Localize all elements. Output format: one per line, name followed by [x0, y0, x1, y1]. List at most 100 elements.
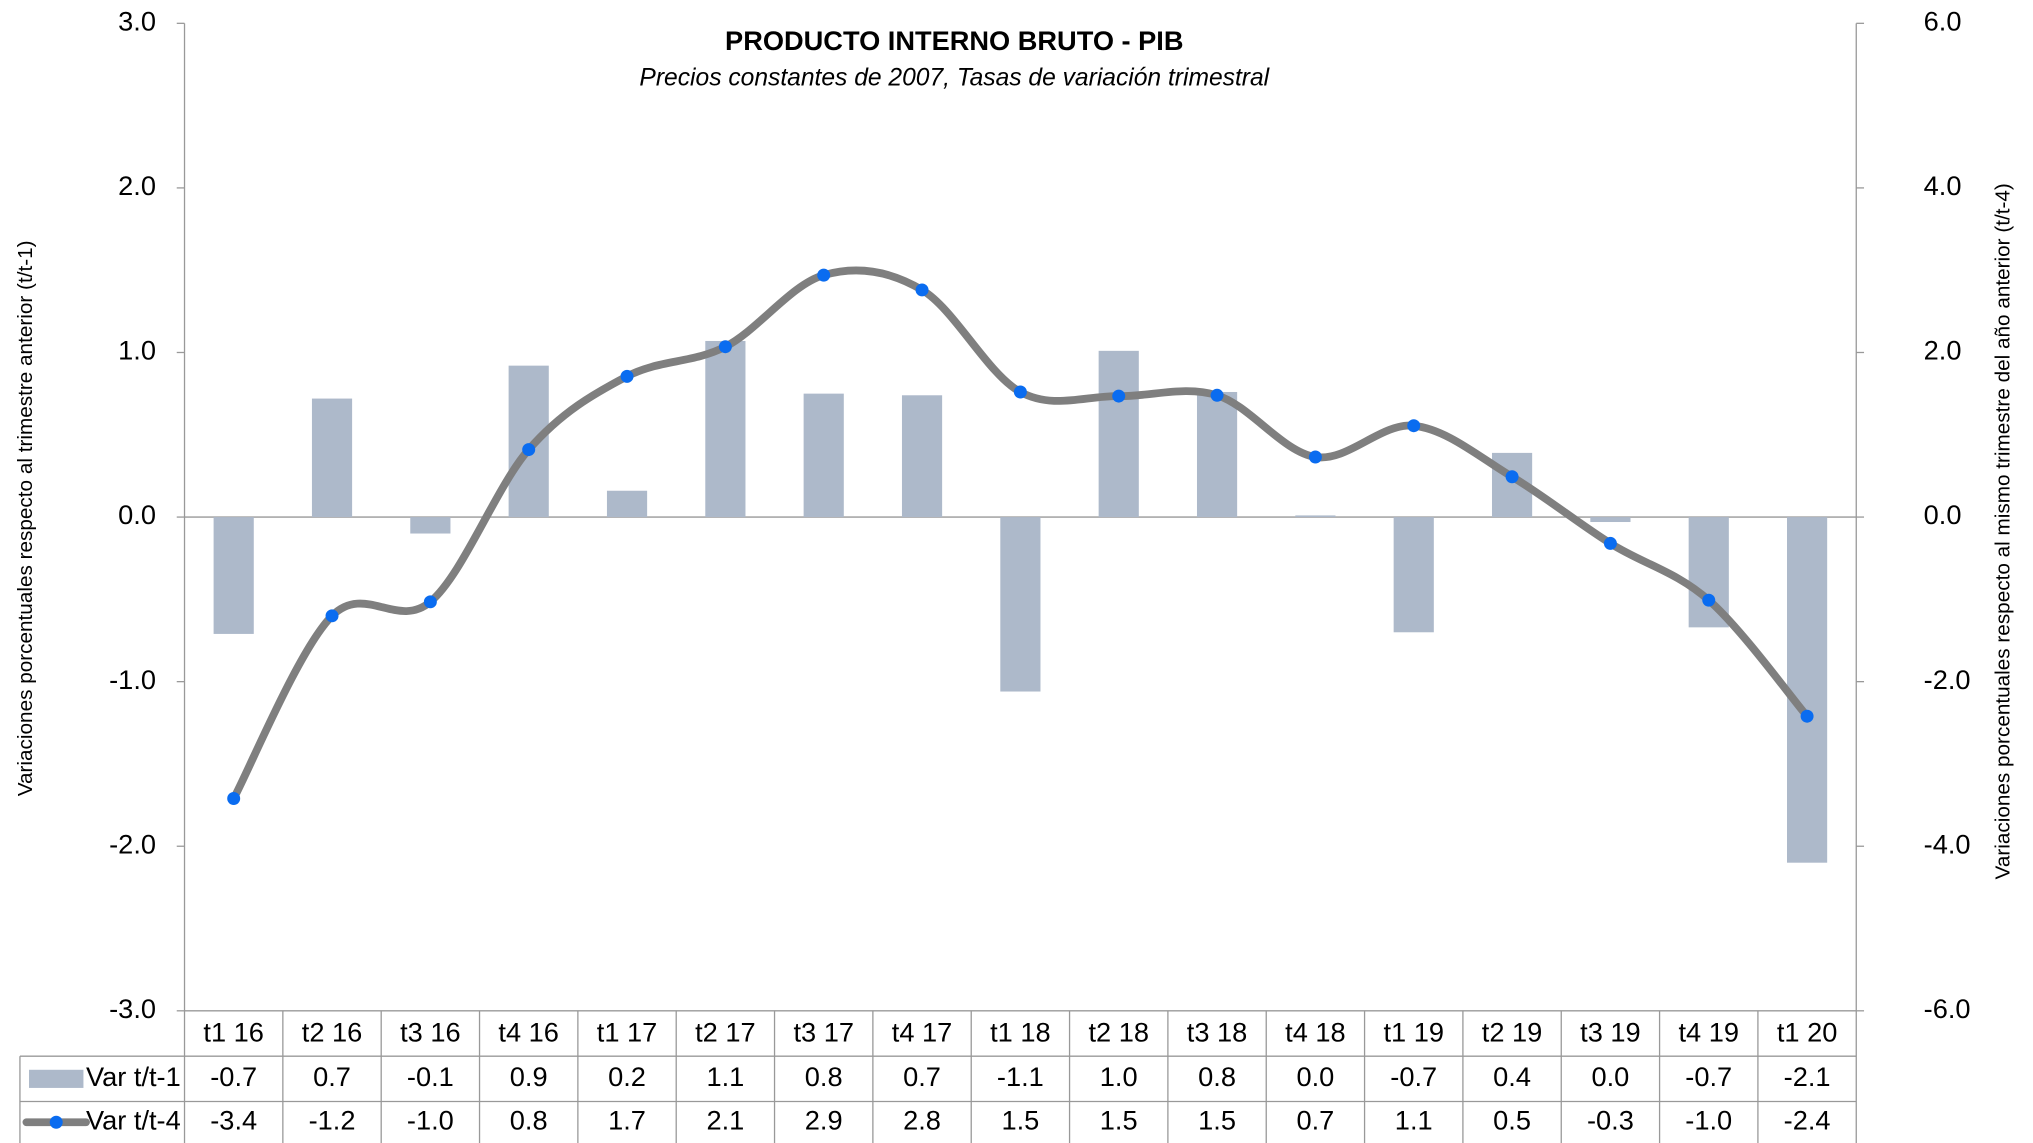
table-cell: 1.5: [1198, 1104, 1236, 1135]
bar: [1196, 391, 1238, 518]
y2-axis-label: Variaciones porcentuales respecto al mis…: [1991, 183, 2014, 879]
x-tick-label: t2 16: [302, 1016, 363, 1047]
line-marker: [325, 609, 339, 623]
table-cell: 1.1: [1395, 1104, 1433, 1135]
table-cell: -0.7: [210, 1061, 257, 1092]
x-tick-label: t3 19: [1580, 1016, 1641, 1047]
table-cell: 0.8: [805, 1061, 843, 1092]
x-tick-label: t2 19: [1482, 1016, 1543, 1047]
line-marker: [1112, 389, 1126, 403]
bar: [508, 365, 549, 518]
chart-title: PRODUCTO INTERNO BRUTO - PIB: [725, 25, 1183, 56]
table-cell: 0.7: [313, 1061, 351, 1092]
x-tick-label: t4 18: [1285, 1016, 1346, 1047]
table-cell: -2.4: [1784, 1104, 1831, 1135]
y2-tick-label: 4.0: [1924, 170, 1962, 201]
chart-subtitle: Precios constantes de 2007, Tasas de var…: [639, 65, 1270, 92]
table-cell: 2.8: [903, 1104, 941, 1135]
table-cell: 0.0: [1591, 1061, 1629, 1092]
table-cell: 0.7: [1296, 1104, 1334, 1135]
table-cell: 0.9: [510, 1061, 548, 1092]
x-tick-label: t4 16: [498, 1016, 559, 1047]
line-marker: [915, 283, 929, 297]
bar: [606, 490, 648, 518]
x-tick-label: t1 17: [597, 1016, 658, 1047]
line-marker: [1210, 388, 1224, 402]
bar: [1098, 350, 1139, 518]
table-cell: -1.2: [309, 1104, 356, 1135]
table-cell: 0.0: [1296, 1061, 1334, 1092]
y-tick-label: 1.0: [118, 335, 156, 366]
x-tick-label: t1 16: [203, 1016, 264, 1047]
table-cell: -1.0: [1685, 1104, 1732, 1135]
table-cell: 1.7: [608, 1104, 646, 1135]
line-marker: [1407, 419, 1421, 433]
x-tick-label: t1 19: [1383, 1016, 1444, 1047]
y-tick-label: -3.0: [109, 993, 156, 1024]
line-marker: [423, 595, 437, 609]
x-tick-label: t3 18: [1187, 1016, 1248, 1047]
y2-tick-label: -4.0: [1924, 828, 1971, 859]
line-marker: [718, 340, 732, 354]
table-cell: -1.1: [997, 1061, 1044, 1092]
bar: [213, 517, 254, 634]
y-tick-label: 3.0: [118, 6, 156, 37]
table-cell: 1.5: [1100, 1104, 1138, 1135]
line-marker: [227, 792, 241, 805]
table-cell: -2.1: [1784, 1061, 1831, 1092]
table-cell: 0.8: [1198, 1061, 1236, 1092]
bar: [901, 395, 943, 518]
table-cell: 1.1: [706, 1061, 744, 1092]
y-tick-label: -2.0: [109, 828, 156, 859]
x-tick-label: t3 16: [400, 1016, 461, 1047]
line-marker: [522, 443, 536, 457]
legend-label: Var t/t-4: [86, 1104, 181, 1135]
table-cell: 0.2: [608, 1061, 646, 1092]
bar: [1393, 517, 1434, 633]
y2-tick-label: 0.0: [1924, 499, 1962, 530]
bar: [311, 398, 353, 518]
table-cell: 1.5: [1001, 1104, 1039, 1135]
y-axis-label: Variaciones porcentuales respecto al tri…: [14, 240, 37, 796]
legend-marker: [49, 1115, 63, 1129]
table-cell: -1.0: [407, 1104, 454, 1135]
table-cell: -0.3: [1587, 1104, 1634, 1135]
x-tick-label: t4 19: [1678, 1016, 1739, 1047]
table-cell: 0.5: [1493, 1104, 1531, 1135]
bar: [705, 340, 746, 518]
y-tick-label: -1.0: [109, 664, 156, 695]
legend-label: Var t/t-1: [86, 1061, 181, 1092]
line-marker: [1702, 593, 1716, 607]
table-cell: 0.7: [903, 1061, 941, 1092]
table-cell: 0.8: [510, 1104, 548, 1135]
legend-swatch: [29, 1069, 84, 1088]
x-tick-label: t2 18: [1088, 1016, 1149, 1047]
table-cell: -0.1: [407, 1061, 454, 1092]
table-cell: 2.9: [805, 1104, 843, 1135]
y-tick-label: 2.0: [118, 170, 156, 201]
table-cell: -3.4: [210, 1104, 257, 1135]
x-tick-label: t3 17: [793, 1016, 854, 1047]
bar: [1590, 517, 1631, 523]
y-tick-label: 0.0: [118, 499, 156, 530]
x-tick-label: t1 20: [1777, 1016, 1838, 1047]
line-marker: [1308, 450, 1322, 464]
line-marker: [620, 369, 634, 383]
y2-tick-label: -2.0: [1924, 664, 1971, 695]
line-marker: [1013, 385, 1027, 399]
x-tick-label: t2 17: [695, 1016, 756, 1047]
x-tick-label: t1 18: [990, 1016, 1051, 1047]
y2-tick-label: 2.0: [1924, 335, 1962, 366]
line-marker: [1505, 470, 1519, 484]
bar: [1000, 517, 1041, 692]
table-cell: -0.7: [1685, 1061, 1732, 1092]
line: [229, 266, 1811, 803]
bar: [1786, 517, 1828, 863]
line-marker: [1800, 709, 1814, 723]
bar: [803, 393, 844, 518]
table-cell: -0.7: [1390, 1061, 1437, 1092]
line-marker: [817, 268, 831, 282]
bar: [1295, 515, 1336, 518]
x-tick-label: t4 17: [892, 1016, 953, 1047]
